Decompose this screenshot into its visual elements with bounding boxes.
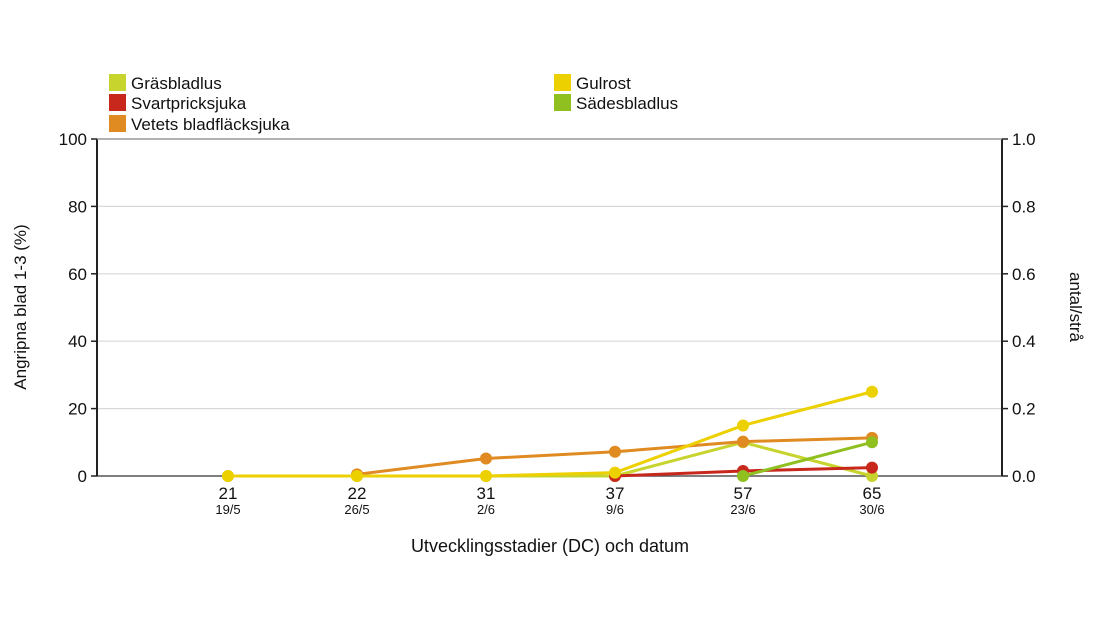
data-point xyxy=(222,470,234,482)
y-axis-right-label: antal/strå xyxy=(1066,272,1085,342)
legend-label: Svartpricksjuka xyxy=(131,94,247,113)
x-tick-date: 2/6 xyxy=(477,502,495,517)
x-axis-label: Utvecklingsstadier (DC) och datum xyxy=(411,536,689,556)
legend-swatch xyxy=(109,74,126,91)
legend-swatch xyxy=(554,94,571,111)
legend-label: Gräsbladlus xyxy=(131,74,222,93)
y-tick-label-right: 0.8 xyxy=(1012,197,1036,216)
x-tick-date: 30/6 xyxy=(859,502,884,517)
data-point xyxy=(609,445,621,458)
data-point xyxy=(609,466,621,479)
y-tick-label-left: 60 xyxy=(68,265,87,284)
data-point xyxy=(480,452,492,465)
series-line xyxy=(742,440,873,478)
legend-label: Gulrost xyxy=(576,74,631,93)
data-point xyxy=(737,419,749,432)
grid-lines xyxy=(97,138,1002,477)
x-tick-label: 21 xyxy=(219,484,238,503)
y-tick-label-right: 0.4 xyxy=(1012,332,1036,351)
data-point xyxy=(866,470,878,482)
y-axis-left-label: Angripna blad 1-3 (%) xyxy=(11,224,30,389)
data-point xyxy=(480,470,492,482)
legend-swatch xyxy=(109,94,126,111)
legend-swatch xyxy=(554,74,571,91)
legend-label: Vetets bladfläcksjuka xyxy=(131,115,290,134)
x-tick-date: 19/5 xyxy=(215,502,240,517)
data-point xyxy=(866,385,878,398)
series-Gulrost xyxy=(222,385,878,482)
y-tick-label-left: 20 xyxy=(68,400,87,419)
y-tick-label-left: 80 xyxy=(68,197,87,216)
x-tick-label: 22 xyxy=(348,484,367,503)
x-tick-label: 65 xyxy=(863,484,882,503)
data-point xyxy=(737,435,749,448)
x-tick-date: 9/6 xyxy=(606,502,624,517)
y-tick-label-right: 1.0 xyxy=(1012,130,1036,149)
y-tick-label-right: 0.2 xyxy=(1012,400,1036,419)
y-tick-label-left: 40 xyxy=(68,332,87,351)
y-tick-label-right: 0.6 xyxy=(1012,265,1036,284)
data-series xyxy=(222,385,878,482)
legend-item: Vetets bladfläcksjuka xyxy=(109,115,290,134)
legend-item: Svartpricksjuka xyxy=(109,94,247,113)
series-Sädesbladlus xyxy=(737,436,878,482)
legend-item: Gräsbladlus xyxy=(109,74,222,93)
x-tick-date: 26/5 xyxy=(344,502,369,517)
data-point xyxy=(351,470,363,482)
x-tick-date: 23/6 xyxy=(730,502,755,517)
legend-item: Sädesbladlus xyxy=(554,94,678,113)
y-tick-label-left: 0 xyxy=(78,467,87,486)
series-line xyxy=(228,390,873,478)
legend-item: Gulrost xyxy=(554,74,631,93)
y-tick-label-left: 100 xyxy=(59,130,87,149)
legend-swatch xyxy=(109,115,126,132)
x-tick-label: 57 xyxy=(734,484,753,503)
x-tick-label: 37 xyxy=(606,484,625,503)
x-tick-label: 31 xyxy=(477,484,496,503)
legend-label: Sädesbladlus xyxy=(576,94,678,113)
y-tick-label-right: 0.0 xyxy=(1012,467,1036,486)
data-point xyxy=(866,461,878,474)
data-point xyxy=(737,470,749,482)
data-point xyxy=(866,436,878,449)
